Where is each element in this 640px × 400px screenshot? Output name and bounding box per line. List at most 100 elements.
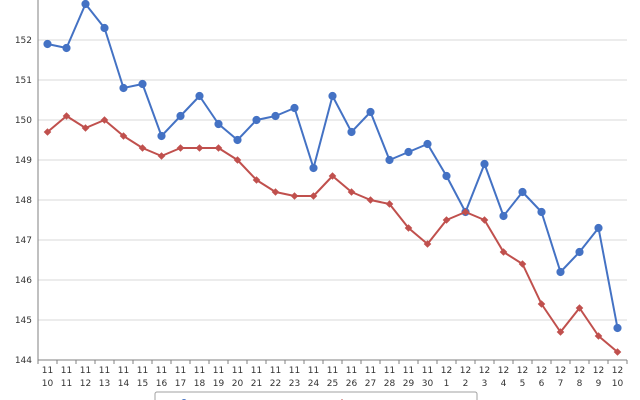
- x-tick-label-month: 12: [479, 366, 490, 376]
- series-2-point: [347, 188, 356, 196]
- x-tick-label-day: 15: [137, 379, 148, 389]
- series-1-point: [537, 207, 546, 217]
- series-2-point: [442, 216, 451, 224]
- series-2-point: [290, 192, 299, 200]
- series-2-point: [537, 300, 546, 308]
- series-2-point: [594, 332, 603, 340]
- x-tick-label-day: 26: [346, 379, 358, 389]
- x-tick-label-month: 11: [346, 366, 357, 376]
- series-1-point: [100, 23, 109, 33]
- x-tick-label-day: 23: [289, 379, 300, 389]
- series-1-point: [271, 111, 280, 121]
- x-tick-label-month: 11: [118, 366, 129, 376]
- y-tick-label: 148: [15, 196, 32, 206]
- series-1-point: [613, 323, 622, 333]
- series-2-point: [385, 200, 394, 208]
- series-1-point: [347, 127, 356, 137]
- x-tick-label-day: 7: [558, 379, 564, 389]
- x-tick-label-day: 11: [61, 379, 72, 389]
- series-2-point: [157, 152, 166, 160]
- x-axis: 1110111111121113111411151116111711181119…: [37, 359, 628, 389]
- series-1-point: [214, 119, 223, 129]
- series-1-point: [385, 155, 394, 165]
- series-2-point: [138, 144, 147, 152]
- series-1-point: [62, 43, 71, 53]
- x-tick-label-month: 11: [232, 366, 243, 376]
- series-1-point: [366, 107, 375, 117]
- x-tick-label-month: 11: [156, 366, 167, 376]
- series-1-point: [594, 223, 603, 233]
- series-group: [43, 0, 622, 356]
- series-2-point: [518, 260, 527, 268]
- x-tick-label-month: 11: [403, 366, 414, 376]
- series-1-point: [157, 131, 166, 141]
- series-2-point: [252, 176, 261, 184]
- series-2-point: [404, 224, 413, 232]
- x-tick-label-day: 1: [444, 379, 450, 389]
- legend-box: [154, 391, 478, 400]
- x-tick-label-day: 17: [175, 379, 186, 389]
- x-tick-label-day: 18: [194, 379, 206, 389]
- x-tick-label-month: 11: [289, 366, 300, 376]
- x-tick-label-day: 29: [403, 379, 415, 389]
- series-1-point: [176, 111, 185, 121]
- y-tick-label: 147: [15, 236, 32, 246]
- x-tick-label-month: 11: [213, 366, 224, 376]
- x-tick-label-day: 12: [80, 379, 91, 389]
- series-2-point: [499, 248, 508, 256]
- gridlines: [38, 39, 627, 361]
- x-tick-label-day: 13: [99, 379, 110, 389]
- x-tick-label-day: 16: [156, 379, 168, 389]
- x-tick-label-day: 4: [501, 379, 507, 389]
- series-2-point: [613, 348, 622, 356]
- x-tick-label-day: 25: [327, 379, 338, 389]
- x-tick-label-month: 12: [517, 366, 528, 376]
- series-2-point: [556, 328, 565, 336]
- series-1-point: [499, 211, 508, 221]
- series-1-point: [290, 103, 299, 113]
- series-1-point: [480, 159, 489, 169]
- x-tick-label-month: 11: [327, 366, 338, 376]
- x-tick-label-month: 11: [99, 366, 110, 376]
- series-1-point: [119, 83, 128, 93]
- y-tick-label: 152: [15, 36, 32, 46]
- y-tick-label: 145: [15, 316, 32, 326]
- x-tick-label-day: 21: [251, 379, 262, 389]
- y-tick-label: 150: [15, 116, 32, 126]
- x-tick-label-month: 11: [61, 366, 72, 376]
- x-tick-label-day: 20: [232, 379, 244, 389]
- x-tick-label-month: 12: [536, 366, 547, 376]
- x-tick-label-month: 11: [80, 366, 91, 376]
- y-tick-label: 149: [15, 156, 32, 166]
- x-tick-label-day: 9: [596, 379, 602, 389]
- series-2-point: [271, 188, 280, 196]
- x-tick-label-month: 12: [460, 366, 471, 376]
- series-1-point: [442, 171, 451, 181]
- x-tick-label-day: 8: [577, 379, 583, 389]
- series-2-point: [328, 172, 337, 180]
- series-2-point: [100, 116, 109, 124]
- x-tick-label-day: 14: [118, 379, 130, 389]
- x-tick-label-month: 11: [175, 366, 186, 376]
- x-tick-label-day: 28: [384, 379, 396, 389]
- x-tick-label-month: 11: [384, 366, 395, 376]
- x-tick-label-month: 11: [194, 366, 205, 376]
- series-2-point: [43, 128, 52, 136]
- series-1-line: [47, 3, 619, 329]
- x-tick-label-day: 27: [365, 379, 376, 389]
- x-tick-label-month: 12: [574, 366, 585, 376]
- series-2-point: [309, 192, 318, 200]
- x-tick-label-day: 19: [213, 379, 225, 389]
- series-1-point: [252, 115, 261, 125]
- x-tick-label-month: 11: [270, 366, 281, 376]
- x-tick-label-month: 12: [498, 366, 509, 376]
- x-tick-label-day: 24: [308, 379, 320, 389]
- series-1-point: [81, 0, 90, 9]
- x-tick-label-month: 12: [555, 366, 566, 376]
- x-tick-label-day: 6: [539, 379, 545, 389]
- series-2-point: [575, 304, 584, 312]
- series-2-point: [81, 124, 90, 132]
- series-1-point: [404, 147, 413, 157]
- x-tick-label-month: 11: [422, 366, 433, 376]
- series-1-point: [233, 135, 242, 145]
